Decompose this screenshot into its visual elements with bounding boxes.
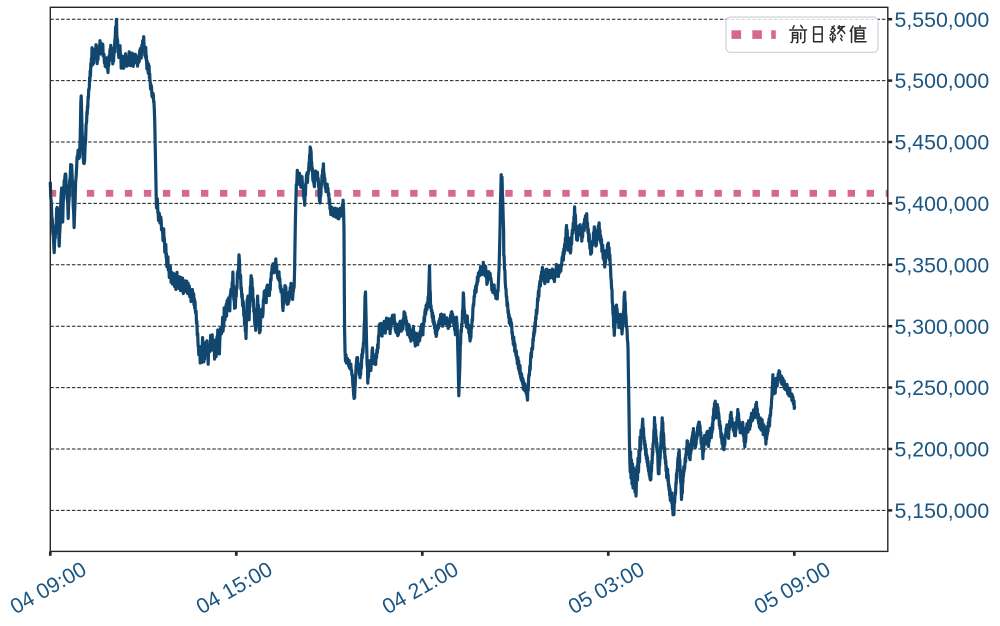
- svg-text:5,500,000: 5,500,000: [895, 69, 990, 93]
- svg-text:5,350,000: 5,350,000: [895, 253, 990, 277]
- svg-text:5,450,000: 5,450,000: [895, 131, 990, 155]
- svg-text:5,400,000: 5,400,000: [895, 192, 990, 216]
- svg-text:5,200,000: 5,200,000: [895, 438, 990, 462]
- svg-text:5,250,000: 5,250,000: [895, 376, 990, 400]
- svg-text:5,150,000: 5,150,000: [895, 499, 990, 523]
- svg-text:5,550,000: 5,550,000: [895, 8, 990, 32]
- svg-text:5,300,000: 5,300,000: [895, 315, 990, 339]
